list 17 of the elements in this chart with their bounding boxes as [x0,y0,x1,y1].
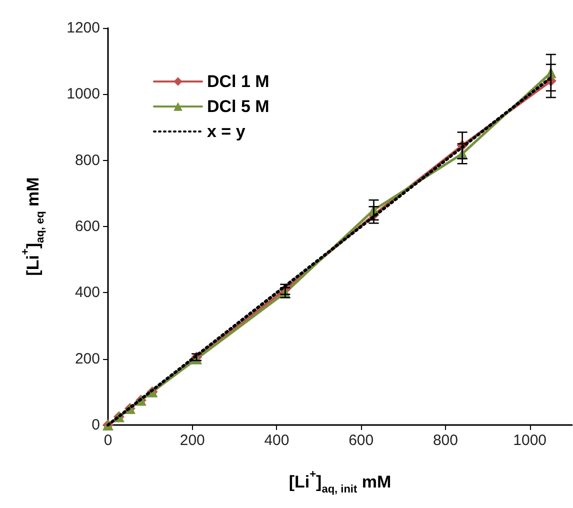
legend-label: DCl 5 M [207,97,270,116]
x-tick-label: 600 [348,432,374,449]
y-axis-title: [Li+]aq, eq mM [20,177,46,276]
y-tick-label: 1000 [66,86,100,103]
legend-label: DCl 1 M [207,72,270,91]
y-tick-label: 800 [74,152,100,169]
y-tick-label: 600 [74,218,100,235]
y-tick-label: 400 [74,284,100,302]
legend-label: x = y [207,122,246,141]
y-tick-label: 200 [74,350,100,368]
x-tick-label: 400 [264,432,290,449]
x-tick-label: 800 [432,432,458,449]
y-tick-label: 1200 [66,20,100,36]
x-tick-label: 200 [180,432,205,449]
y-tick-label: 0 [92,416,100,434]
x-tick-label: 0 [104,432,112,449]
x-tick-label: 1000 [513,432,547,449]
